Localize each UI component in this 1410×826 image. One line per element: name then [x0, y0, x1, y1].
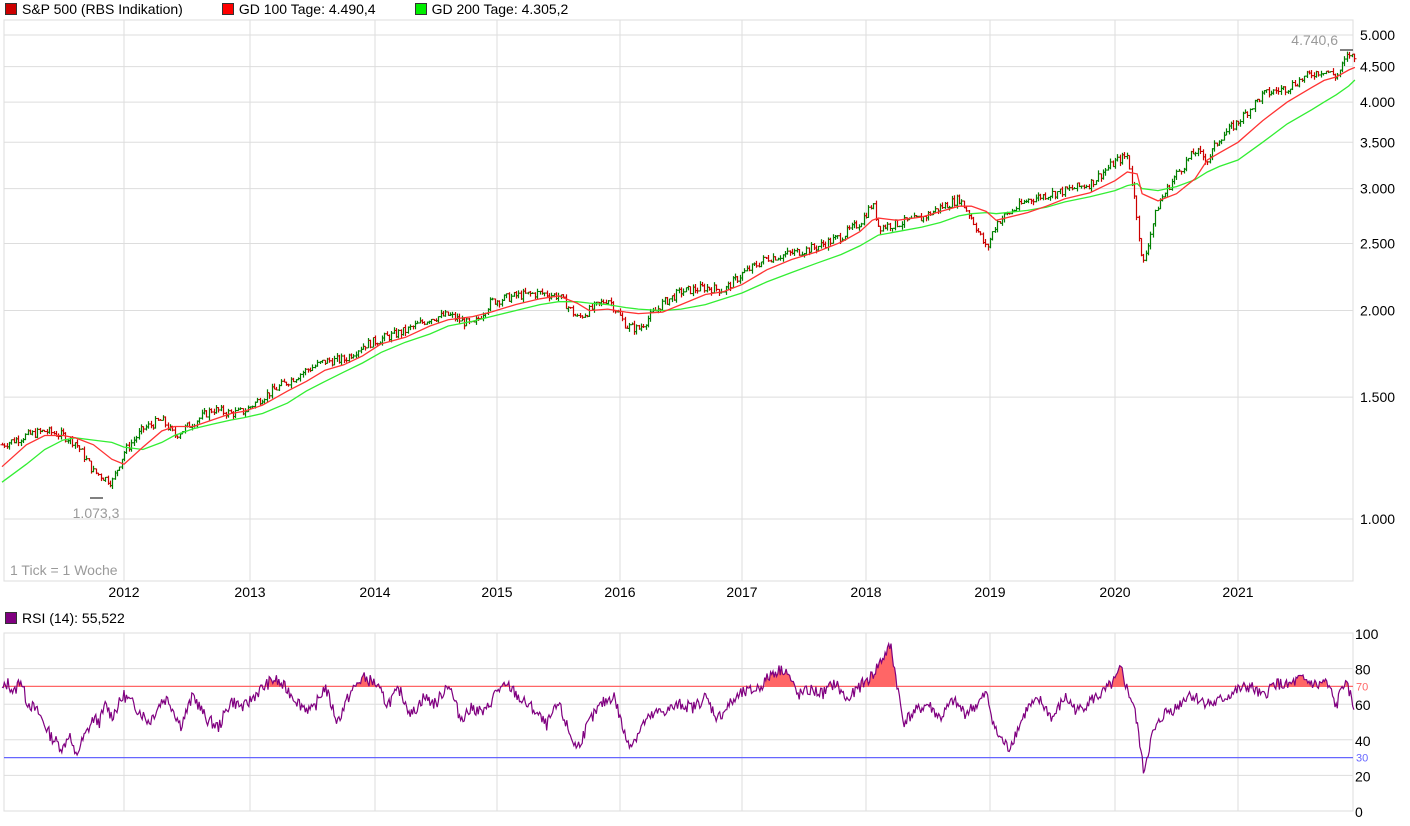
svg-text:1.500: 1.500	[1360, 389, 1395, 405]
high-annotation: 4.740,6	[1291, 32, 1338, 48]
svg-text:5.000: 5.000	[1360, 27, 1395, 43]
svg-text:2012: 2012	[108, 584, 139, 600]
legend-label-ma200: GD 200 Tage: 4.305,2	[431, 1, 569, 17]
price-y-axis: 1.000 1.500 2.000 2.500 3.000 3.500 4.000 4.500…	[1360, 27, 1395, 527]
svg-text:2015: 2015	[481, 584, 512, 600]
svg-text:30: 30	[1356, 753, 1368, 765]
svg-text:2.500: 2.500	[1360, 235, 1395, 251]
price-grid	[3, 19, 1354, 582]
svg-text:4.000: 4.000	[1360, 94, 1395, 110]
svg-text:80: 80	[1355, 662, 1371, 678]
low-annotation: 1.073,3	[73, 505, 120, 521]
rsi-grid	[3, 632, 1354, 812]
svg-text:2017: 2017	[726, 584, 757, 600]
legend-label-rsi: RSI (14): 55,522	[22, 610, 125, 626]
rsi-line	[1, 641, 1355, 774]
svg-text:100: 100	[1355, 626, 1379, 642]
legend-item-sp500[interactable]: S&P 500 (RBS Indikation)	[0, 1, 183, 17]
rsi-y-axis: 0 20 40 60 80 100 70 30	[1355, 626, 1379, 820]
svg-text:2014: 2014	[359, 584, 390, 600]
rsi-legend[interactable]: RSI (14): 55,522	[0, 610, 125, 626]
svg-text:2019: 2019	[974, 584, 1005, 600]
rsi-overbought-fill	[4, 643, 1348, 687]
ma100-line	[1, 66, 1356, 468]
svg-text:2.000: 2.000	[1360, 303, 1395, 319]
svg-text:4.500: 4.500	[1360, 59, 1395, 75]
svg-text:2020: 2020	[1099, 584, 1130, 600]
ma200-line	[1, 79, 1356, 483]
legend-label-ma100: GD 100 Tage: 4.490,4	[238, 1, 376, 17]
svg-text:2013: 2013	[234, 584, 265, 600]
price-legend: S&P 500 (RBS Indikation) GD 100 Tage: 4.…	[0, 0, 602, 18]
legend-swatch-ma100	[221, 3, 234, 15]
legend-label-sp500: S&P 500 (RBS Indikation)	[22, 1, 183, 17]
svg-text:1.000: 1.000	[1360, 511, 1395, 527]
svg-text:3.000: 3.000	[1360, 181, 1395, 197]
legend-swatch-rsi	[5, 612, 17, 624]
tick-info: 1 Tick = 1 Woche	[10, 562, 118, 578]
legend-item-ma100[interactable]: GD 100 Tage: 4.490,4	[217, 1, 376, 17]
svg-text:70: 70	[1356, 681, 1368, 693]
legend-swatch-sp500	[5, 3, 17, 15]
svg-text:60: 60	[1355, 697, 1371, 713]
svg-text:20: 20	[1355, 768, 1371, 784]
svg-text:2018: 2018	[850, 584, 881, 600]
svg-text:2021: 2021	[1222, 584, 1253, 600]
svg-text:0: 0	[1355, 804, 1363, 820]
svg-text:2016: 2016	[604, 584, 635, 600]
time-x-axis: 2012 2013 2014 2015 2016 2017 2018 2019 2020 2021	[108, 584, 1253, 600]
svg-text:40: 40	[1355, 733, 1371, 749]
legend-swatch-ma200	[414, 3, 427, 15]
legend-item-ma200[interactable]: GD 200 Tage: 4.305,2	[410, 1, 569, 17]
svg-text:3.500: 3.500	[1360, 134, 1395, 150]
